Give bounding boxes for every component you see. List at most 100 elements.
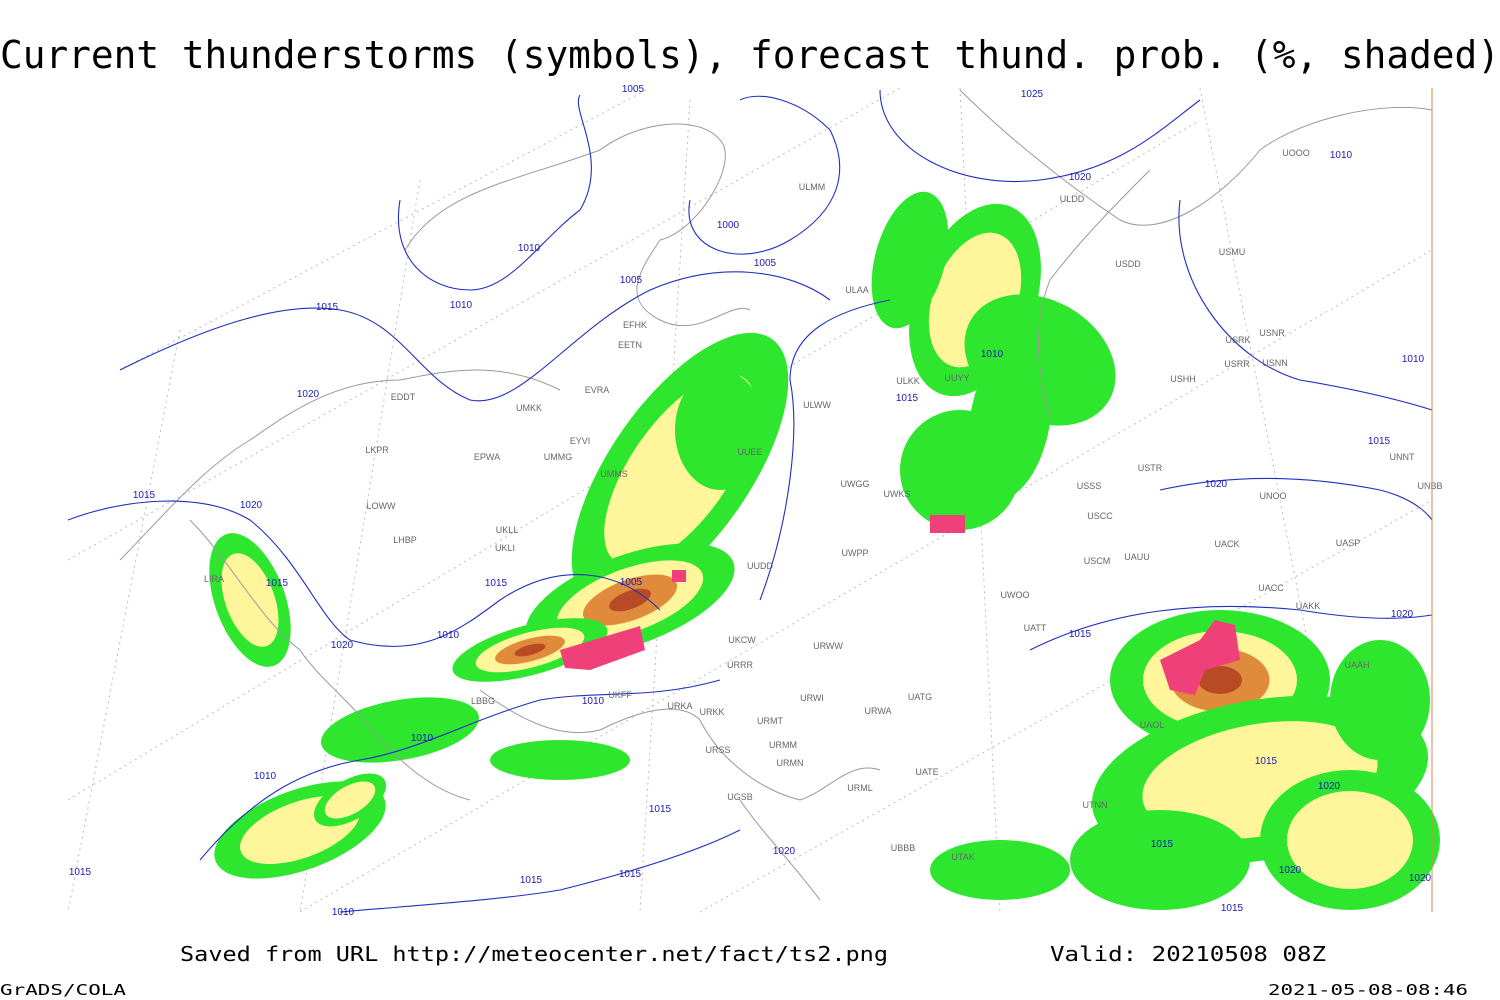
- station-label: URKA: [667, 701, 692, 711]
- prob-mid: [324, 781, 376, 819]
- station-label: EFHK: [623, 320, 647, 330]
- station-label: EPWA: [474, 452, 500, 462]
- station-label: UAAH: [1344, 660, 1369, 670]
- prob-low: [675, 370, 765, 490]
- station-label: USRK: [1225, 335, 1250, 345]
- storm-symbol: [560, 626, 645, 670]
- prob-mid: [1287, 791, 1413, 889]
- station-label: UWKS: [884, 489, 911, 499]
- prob-low: [490, 740, 630, 780]
- station-label: URSS: [705, 745, 730, 755]
- isobar-label: 1015: [69, 867, 92, 878]
- isobar-label: 1010: [582, 696, 605, 707]
- map-title: Current thunderstorms (symbols), forecas…: [0, 33, 1500, 77]
- isobar-label: 1010: [411, 733, 434, 744]
- station-label: EYVI: [570, 436, 591, 446]
- coastlines: [119, 89, 1433, 901]
- prob-low: [321, 697, 479, 763]
- station-label: ULKK: [896, 376, 920, 386]
- isobars: [67, 89, 1433, 913]
- station-label: UAOL: [1140, 720, 1165, 730]
- station-label: UNOO: [1260, 491, 1287, 501]
- station-label: UTAK: [951, 852, 974, 862]
- station-label: ULWW: [803, 400, 831, 410]
- prob-low: [1330, 640, 1430, 760]
- isobar-label: 1010: [1330, 150, 1353, 161]
- isobar-label: 1000: [717, 220, 740, 231]
- station-label: UKCW: [728, 635, 756, 645]
- station-label: URMN: [777, 758, 804, 768]
- isobar-label: 1020: [773, 846, 796, 857]
- isobar-label: 1010: [518, 243, 541, 254]
- station-label: UNBB: [1417, 481, 1442, 491]
- station-label: USTR: [1138, 463, 1163, 473]
- station-label: USNR: [1259, 328, 1285, 338]
- isobar-label: 1015: [1255, 756, 1278, 767]
- station-label: UACK: [1214, 539, 1239, 549]
- isobar-label: 1010: [1402, 354, 1425, 365]
- station-label: LBBG: [471, 696, 495, 706]
- station-label: USMU: [1219, 247, 1246, 257]
- station-label: UUDD: [747, 561, 773, 571]
- storm-symbol: [930, 515, 965, 533]
- software: GrADS/COLA: [0, 981, 126, 999]
- station-label: URWA: [865, 706, 892, 716]
- station-label: ULAA: [845, 285, 869, 295]
- station-label: UKLI: [495, 543, 515, 553]
- prob-top: [514, 643, 546, 657]
- station-label: URWI: [800, 693, 824, 703]
- probability-shading: [209, 191, 1440, 910]
- isobar-label: 1020: [1409, 873, 1432, 884]
- station-label: UWOO: [1001, 590, 1030, 600]
- station-label: URWW: [813, 641, 843, 651]
- timestamp: 2021-05-08-08:46: [1268, 981, 1468, 999]
- isobar-label: 1015: [266, 578, 289, 589]
- station-label: USRR: [1224, 359, 1250, 369]
- station-label: UWPP: [842, 548, 869, 558]
- station-label: UASP: [1336, 538, 1361, 548]
- station-label: URRR: [727, 660, 753, 670]
- station-label: URML: [847, 783, 873, 793]
- station-label: LOWW: [367, 501, 397, 511]
- isobar-label: 1015: [316, 302, 339, 313]
- isobar-label: 1020: [240, 500, 263, 511]
- station-label: USHH: [1170, 374, 1196, 384]
- prob-top: [1198, 666, 1242, 694]
- station-label: UBBB: [891, 843, 916, 853]
- isobar-label: 1005: [620, 577, 643, 588]
- station-label: UWGG: [841, 479, 870, 489]
- isobar-label: 1010: [981, 349, 1004, 360]
- station-label: URMM: [769, 740, 797, 750]
- isobar-label: 1015: [1221, 903, 1244, 914]
- isobar-label: 1020: [1391, 609, 1414, 620]
- station-label: ULMM: [799, 182, 826, 192]
- isobar-label: 1005: [754, 258, 777, 269]
- station-label: USDD: [1115, 259, 1141, 269]
- station-label: EDDT: [391, 392, 416, 402]
- isobar-labels: 1005 1025 1010 1000 1005 1005 1015 1010 1020 1010…: [69, 84, 1432, 918]
- isobar-label: 1015: [619, 869, 642, 880]
- thunderstorm-symbols: [560, 515, 1240, 695]
- isobar-label: 1020: [1205, 479, 1228, 490]
- isobar-label: 1020: [1279, 865, 1302, 876]
- station-labels: EFHK EETN EVRA EDDT EPWA UMKK LKPR LOWW LHBP UMMS…: [204, 148, 1443, 862]
- isobar-label: 1015: [1151, 839, 1174, 850]
- prob-low: [930, 840, 1070, 900]
- isobar-label: 1020: [331, 640, 354, 651]
- isobar-label: 1015: [649, 804, 672, 815]
- isobar-label: 1015: [1069, 629, 1092, 640]
- station-label: EETN: [618, 340, 642, 350]
- station-label: LHBP: [393, 535, 417, 545]
- station-label: LKPR: [365, 445, 389, 455]
- isobar-label: 1015: [485, 578, 508, 589]
- station-label: UKLL: [496, 525, 519, 535]
- station-label: UAUU: [1124, 552, 1150, 562]
- source-url: Saved from URL http://meteocenter.net/fa…: [180, 942, 888, 966]
- station-label: UTNN: [1083, 800, 1108, 810]
- isobar-label: 1015: [896, 393, 919, 404]
- isobar-label: 1015: [520, 875, 543, 886]
- isobar-label: 1015: [133, 490, 156, 501]
- station-label: USCC: [1087, 511, 1113, 521]
- station-label: UATE: [915, 767, 938, 777]
